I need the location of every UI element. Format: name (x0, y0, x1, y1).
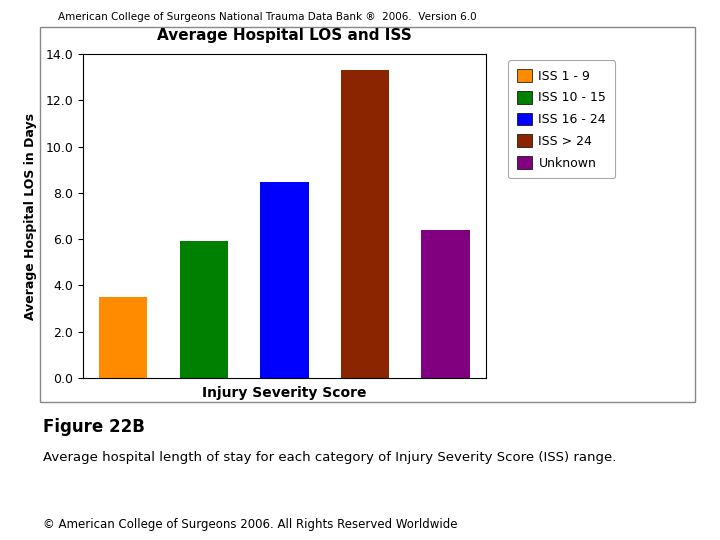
Text: Figure 22B: Figure 22B (43, 418, 145, 436)
Bar (179, 241, 228, 378)
Text: American College of Surgeons National Trauma Data Bank ®  2006.  Version 6.0: American College of Surgeons National Tr… (58, 12, 476, 22)
Text: Average hospital length of stay for each category of Injury Severity Score (ISS): Average hospital length of stay for each… (43, 451, 616, 464)
X-axis label: Injury Severity Score: Injury Severity Score (202, 386, 366, 400)
Bar (99, 297, 148, 378)
Bar (421, 230, 470, 378)
Bar (260, 183, 309, 378)
Legend: ISS 1 - 9, ISS 10 - 15, ISS 16 - 24, ISS > 24, Unknown: ISS 1 - 9, ISS 10 - 15, ISS 16 - 24, ISS… (508, 60, 615, 178)
Title: Average Hospital LOS and ISS: Average Hospital LOS and ISS (157, 28, 412, 43)
Y-axis label: Average Hospital LOS in Days: Average Hospital LOS in Days (24, 112, 37, 320)
Bar (341, 70, 390, 378)
Text: © American College of Surgeons 2006. All Rights Reserved Worldwide: © American College of Surgeons 2006. All… (43, 518, 458, 531)
